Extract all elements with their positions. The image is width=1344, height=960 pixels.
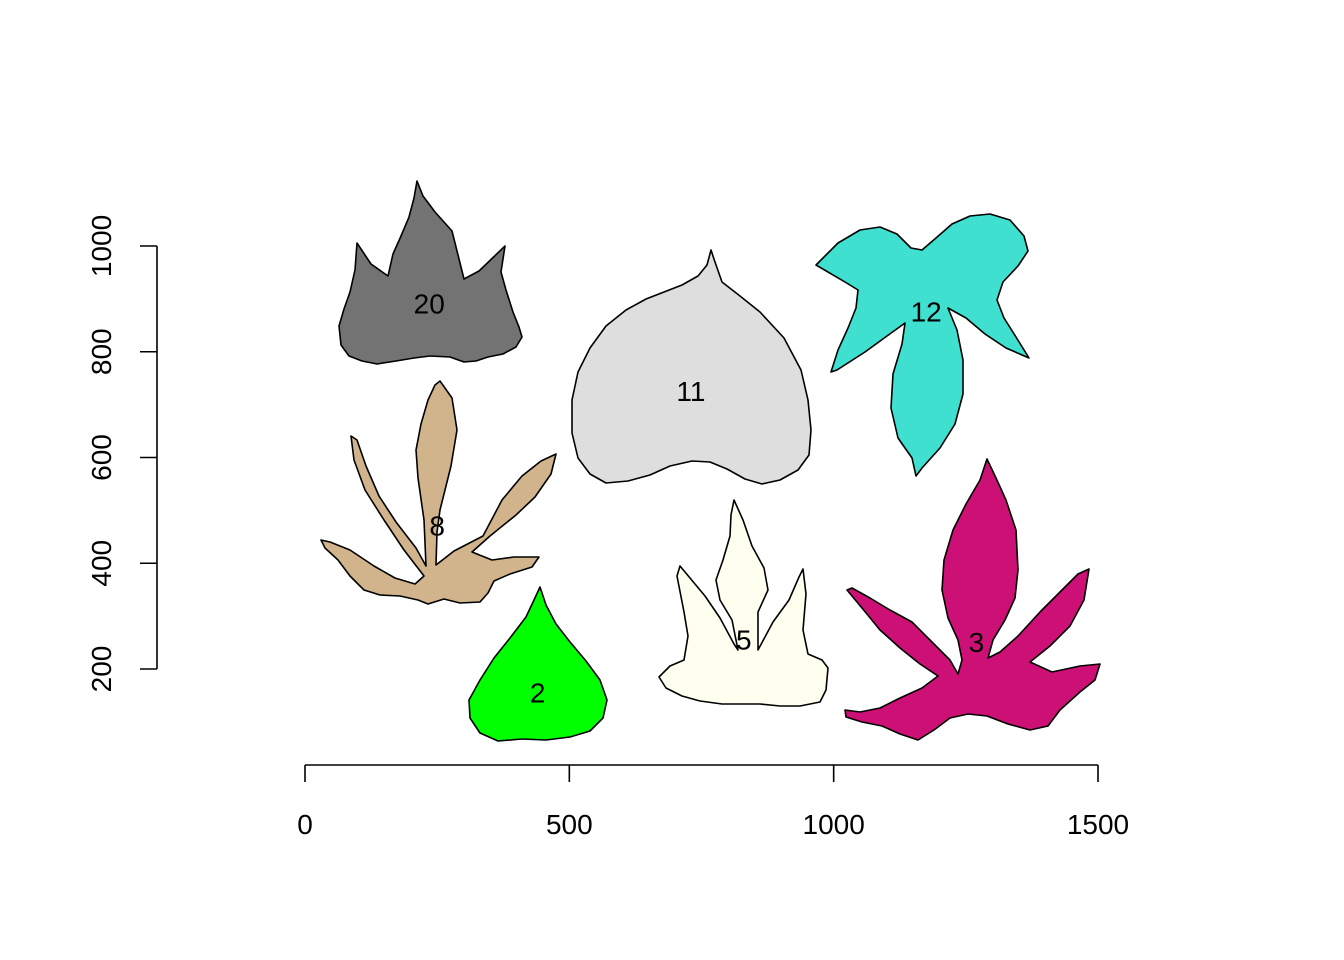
x-tick-label-1500: 1500: [1067, 809, 1129, 840]
leaf-label-12: 12: [911, 297, 942, 328]
leaf-shape-12: [815, 213, 1030, 477]
y-axis: 200 400 600 800 1000: [86, 215, 158, 693]
x-tick-label-1000: 1000: [803, 809, 865, 840]
leaf-shape-8: [320, 380, 557, 605]
leaf-label-2: 2: [530, 677, 546, 708]
leaf-shape-11: [571, 249, 812, 485]
leaf-label-5: 5: [736, 624, 752, 655]
y-tick-label-200: 200: [86, 646, 117, 693]
y-tick-label-600: 600: [86, 434, 117, 481]
leaf-shape-20: [338, 180, 523, 365]
y-tick-label-400: 400: [86, 540, 117, 587]
leaf-shape-5: [658, 499, 829, 707]
leaf-shape-2: [468, 586, 608, 742]
y-tick-label-1000: 1000: [86, 215, 117, 277]
leaf-label-11: 11: [676, 376, 705, 407]
leaf-label-3: 3: [969, 627, 985, 658]
leaf-shapes: [320, 180, 1101, 742]
leaf-label-8: 8: [429, 511, 445, 542]
x-tick-label-500: 500: [546, 809, 593, 840]
leaf-labels: 20 11 12 8 2 5 3: [414, 289, 985, 709]
leaf-shape-3: [844, 458, 1101, 741]
leaf-label-20: 20: [414, 289, 445, 320]
x-axis: 0 500 1000 1500: [297, 764, 1129, 840]
x-tick-label-0: 0: [297, 809, 313, 840]
y-tick-label-800: 800: [86, 328, 117, 375]
